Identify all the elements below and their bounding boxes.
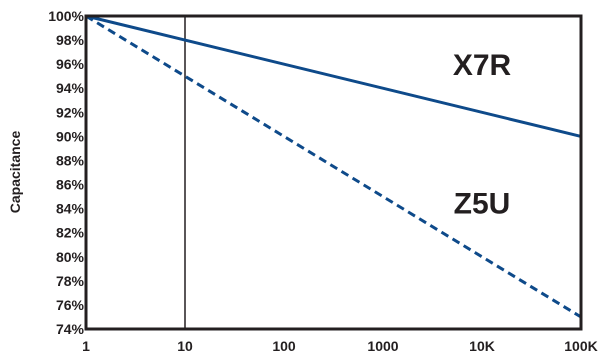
y-tick-label: 74% [56, 321, 85, 337]
y-tick-label: 82% [56, 225, 85, 241]
y-tick-label: 80% [56, 249, 85, 265]
y-tick-label: 88% [56, 152, 85, 168]
x-tick-label: 1000 [367, 338, 398, 354]
series-lines [85, 14, 582, 319]
series-labels: X7R Z5U [453, 49, 512, 220]
y-tick-label: 98% [56, 32, 85, 48]
x-tick-label: 100 [272, 338, 296, 354]
y-tick-label: 94% [56, 80, 85, 96]
y-tick-label: 78% [56, 273, 85, 289]
x-tick-labels: 1 10 100 1000 10K 100K [82, 338, 598, 354]
y-tick-label: 92% [56, 104, 85, 120]
x-tick-label: 100K [564, 338, 597, 354]
series-label-x7r: X7R [453, 49, 512, 82]
y-tick-label: 86% [56, 177, 85, 193]
y-tick-label: 96% [56, 56, 85, 72]
y-tick-label: 90% [56, 128, 85, 144]
series-line-x7r [85, 14, 582, 138]
y-tick-label: 100% [48, 8, 84, 24]
plot-frame [84, 14, 583, 331]
x-tick-label: 10K [469, 338, 495, 354]
y-axis-label: Capacitance [7, 131, 23, 214]
x-tick-label: 1 [82, 338, 90, 354]
series-label-z5u: Z5U [454, 187, 511, 220]
y-tick-label: 76% [56, 297, 85, 313]
x-tick-label: 10 [177, 338, 193, 354]
y-tick-labels: 74% 76% 78% 80% 82% 84% 86% 88% 90% 92% 94% 96% 98% 1… [48, 8, 84, 337]
y-tick-label: 84% [56, 201, 85, 217]
series-line-z5u [85, 14, 582, 319]
